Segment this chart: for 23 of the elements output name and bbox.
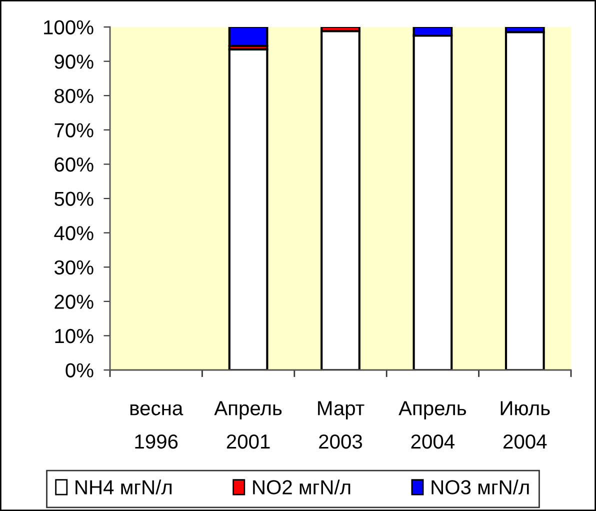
y-tick-label: 90%: [54, 54, 94, 69]
legend-label: NO3 мгN/л: [432, 480, 529, 494]
legend-label: NH4 мгN/л: [76, 480, 172, 494]
bar: [228, 27, 268, 47]
bar: [504, 31, 545, 370]
y-tick-label: 30%: [54, 260, 94, 275]
y-tick-label: 10%: [55, 328, 94, 344]
y-tick-label: 50%: [54, 192, 94, 206]
legend-label: NO2 мгN/л: [253, 480, 350, 494]
x-tick-label: Апрель 2004: [398, 401, 466, 449]
bar: [228, 48, 268, 370]
y-tick-label: 60%: [54, 157, 94, 172]
x-tick-label: Апрель 2001: [214, 401, 282, 449]
bar: [320, 30, 360, 370]
x-tick-label: весна 1996: [130, 404, 184, 449]
y-tick-label: 100%: [44, 20, 94, 34]
y-tick-label: 40%: [54, 226, 94, 240]
y-tick-label: 20%: [54, 294, 94, 309]
x-tick-label: Март 2003: [318, 401, 364, 449]
y-tick-label: 0%: [66, 363, 94, 378]
y-tick-label: 70%: [54, 123, 94, 138]
x-tick-label: Июль 2004: [500, 401, 550, 449]
y-tick-label: 80%: [54, 88, 94, 104]
